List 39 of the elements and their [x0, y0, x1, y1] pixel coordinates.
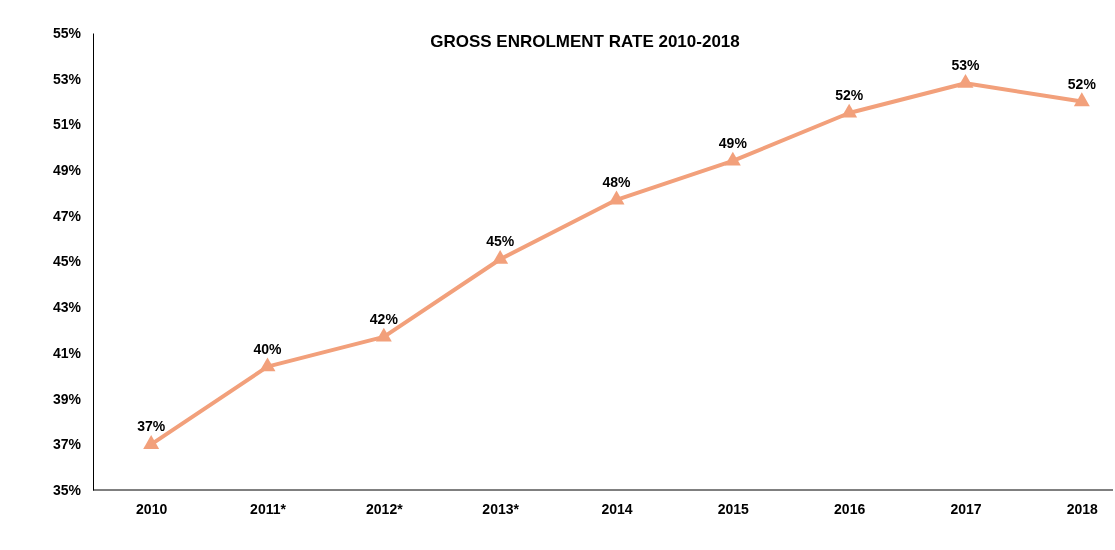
point [724, 151, 741, 166]
data-label: 37% [137, 418, 166, 435]
x-tick-label: 2012* [366, 500, 404, 517]
y-tick-label: 39% [52, 390, 82, 407]
y-tick-label: 49% [52, 162, 82, 179]
x-tick-label: 2011* [250, 500, 287, 517]
chart-title: GROSS ENROLMENT RATE 2010-2018 [430, 32, 740, 51]
point [143, 435, 160, 449]
y-tick-label: 35% [52, 481, 82, 498]
point [375, 327, 392, 342]
point [608, 190, 625, 205]
y-tick-label: 51% [52, 116, 82, 133]
y-tick-label: 43% [52, 299, 82, 316]
y-tick-label: 53% [52, 70, 82, 87]
point [1073, 92, 1090, 107]
point [259, 357, 276, 372]
data-label: 42% [369, 310, 399, 327]
x-tick-label: 2013* [482, 500, 520, 517]
x-tick-label: 2017 [950, 500, 982, 517]
data-label: 45% [486, 233, 515, 250]
data-label: 48% [602, 173, 632, 190]
x-tick-label: 2018 [1066, 500, 1099, 517]
data-label: 52% [1067, 75, 1097, 92]
data-label: 53% [951, 57, 981, 74]
x-tick-label: 2016 [834, 500, 866, 517]
x-tick-label: 2010 [136, 500, 168, 517]
y-tick-label: 45% [52, 253, 82, 270]
y-tick-label: 55% [52, 24, 82, 41]
x-tick-label: 2014 [601, 500, 633, 517]
y-tick-label: 37% [52, 436, 82, 453]
point [492, 250, 509, 264]
point [957, 74, 974, 88]
x-tick-label: 2015 [717, 500, 750, 517]
y-tick-label: 47% [52, 207, 82, 224]
y-tick-label: 41% [52, 344, 82, 361]
data-label: 40% [253, 340, 283, 357]
data-label: 49% [718, 134, 748, 151]
point [841, 103, 858, 118]
data-label: 52% [835, 86, 864, 103]
